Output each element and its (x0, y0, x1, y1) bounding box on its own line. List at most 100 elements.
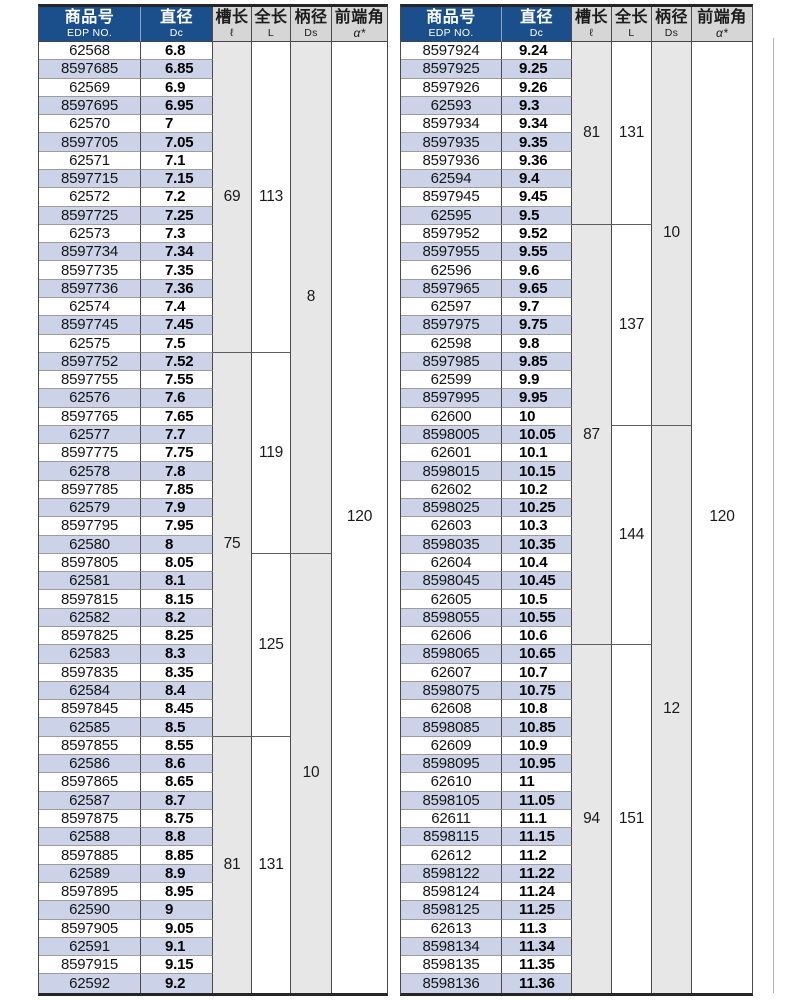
edp-cell: 8597875 (39, 809, 141, 829)
diameter-cell: 7.15 (141, 169, 213, 189)
shank-section-cell: 10 (652, 42, 692, 426)
edp-cell: 62601 (401, 444, 502, 463)
diameter-cell: 9.55 (502, 243, 572, 262)
edp-cell: 8598125 (401, 901, 502, 920)
diameter-cell: 9.7 (502, 297, 572, 317)
header-angle: 前端角 α* (692, 7, 752, 42)
diameter-cell: 10.75 (502, 681, 572, 701)
edp-cell: 62589 (39, 864, 141, 883)
edp-cell: 62587 (39, 791, 141, 810)
edp-cell: 8598136 (401, 974, 502, 993)
edp-cell: 62590 (39, 901, 141, 920)
edp-cell: 62585 (39, 718, 141, 737)
diameter-cell: 9.1 (141, 937, 213, 957)
edp-cell: 62608 (401, 700, 502, 719)
header-shank-label: 柄径 (294, 8, 328, 26)
edp-cell: 62578 (39, 462, 141, 481)
diameter-cell: 10.55 (502, 608, 572, 627)
diameter-cell: 8.6 (141, 754, 213, 774)
diameter-cell: 6.9 (141, 78, 213, 97)
diameter-cell: 9.34 (502, 115, 572, 134)
edp-cell: 8597715 (39, 169, 141, 189)
diameter-cell: 9.45 (502, 188, 572, 207)
shank-section-cell: 10 (291, 553, 332, 993)
diameter-cell: 11.36 (502, 974, 572, 993)
diameter-cell: 9.6 (502, 261, 572, 280)
diameter-cell: 9.52 (502, 224, 572, 244)
diameter-cell: 11 (502, 773, 572, 792)
header-edp: 商品号 EDP NO. (401, 7, 502, 42)
edp-cell: 8597795 (39, 517, 141, 536)
diameter-cell: 8.75 (141, 809, 213, 829)
edp-cell: 62607 (401, 663, 502, 682)
diameter-cell: 11.24 (502, 882, 572, 902)
edp-cell: 62602 (401, 480, 502, 500)
diameter-cell: 7.5 (141, 334, 213, 353)
edp-cell: 62599 (401, 371, 502, 390)
edp-cell: 62588 (39, 828, 141, 847)
edp-cell: 8597825 (39, 627, 141, 646)
header-flute-label: 槽长 (215, 8, 249, 26)
edp-cell: 8597865 (39, 773, 141, 792)
diameter-cell: 7 (141, 115, 213, 134)
edp-cell: 8597805 (39, 553, 141, 573)
diameter-cell: 9.36 (502, 151, 572, 170)
oal-section-cell: 131 (612, 42, 652, 225)
diameter-cell: 9.8 (502, 334, 572, 353)
diameter-cell: 8 (141, 535, 213, 554)
diameter-cell: 9.2 (141, 974, 213, 993)
edp-cell: 62571 (39, 151, 141, 170)
edp-cell: 62580 (39, 535, 141, 554)
header-angle-sub: α* (715, 25, 729, 40)
diameter-cell: 10.45 (502, 572, 572, 591)
oal-section-cell: 151 (612, 645, 652, 993)
diameter-cell: 7.7 (141, 425, 213, 445)
edp-cell: 62575 (39, 334, 141, 353)
header-flute-label: 槽长 (574, 8, 608, 26)
edp-cell: 8598075 (401, 681, 502, 701)
edp-cell: 8597765 (39, 407, 141, 426)
header-flute: 槽长 ℓ (572, 7, 612, 42)
header-edp-sub: EDP NO. (66, 26, 113, 39)
diameter-cell: 6.95 (141, 96, 213, 116)
header-angle-sub: α* (353, 25, 366, 40)
shank-section-cell: 12 (652, 425, 692, 993)
angle-section-cell: 120 (332, 42, 387, 993)
diameter-cell: 10.9 (502, 736, 572, 755)
shank-section-cell: 8 (291, 42, 332, 554)
diameter-cell: 9 (141, 901, 213, 920)
diameter-cell: 11.35 (502, 956, 572, 975)
edp-cell: 8597985 (401, 352, 502, 372)
edp-cell: 8598035 (401, 535, 502, 554)
diameter-cell: 8.35 (141, 663, 213, 682)
edp-cell: 8598025 (401, 499, 502, 518)
header-edp-label: 商品号 (64, 8, 115, 26)
diameter-cell: 8.25 (141, 627, 213, 646)
diameter-cell: 7.25 (141, 206, 213, 225)
diameter-cell: 6.8 (141, 42, 213, 61)
edp-cell: 8597735 (39, 261, 141, 280)
diameter-cell: 7.65 (141, 407, 213, 426)
header-angle: 前端角 α* (332, 7, 387, 42)
diameter-cell: 7.8 (141, 462, 213, 481)
diameter-cell: 7.1 (141, 151, 213, 170)
header-shank-sub: Ds (304, 26, 318, 39)
edp-cell: 8597905 (39, 919, 141, 938)
diameter-cell: 8.85 (141, 846, 213, 865)
edp-cell: 62574 (39, 297, 141, 317)
diameter-cell: 7.95 (141, 517, 213, 536)
edp-cell: 8597936 (401, 151, 502, 170)
edp-cell: 62612 (401, 846, 502, 865)
edp-cell: 62595 (401, 206, 502, 225)
edp-cell: 8597752 (39, 352, 141, 372)
header-edp-sub: EDP NO. (428, 26, 474, 39)
oal-section-cell: 119 (252, 352, 291, 554)
diameter-cell: 8.55 (141, 736, 213, 755)
edp-cell: 8597924 (401, 42, 502, 61)
diameter-cell: 7.45 (141, 316, 213, 335)
diameter-cell: 9.3 (502, 96, 572, 116)
edp-cell: 8598105 (401, 791, 502, 810)
diameter-cell: 7.6 (141, 389, 213, 408)
diameter-cell: 7.2 (141, 188, 213, 207)
diameter-cell: 8.15 (141, 590, 213, 609)
